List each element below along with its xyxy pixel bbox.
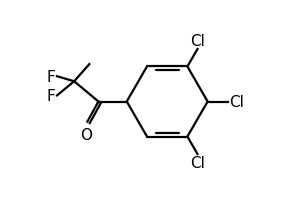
Text: F: F [46,69,56,84]
Text: Cl: Cl [190,155,205,170]
Text: Cl: Cl [230,94,244,110]
Text: Cl: Cl [190,34,205,49]
Text: F: F [46,89,56,103]
Text: O: O [80,127,92,142]
